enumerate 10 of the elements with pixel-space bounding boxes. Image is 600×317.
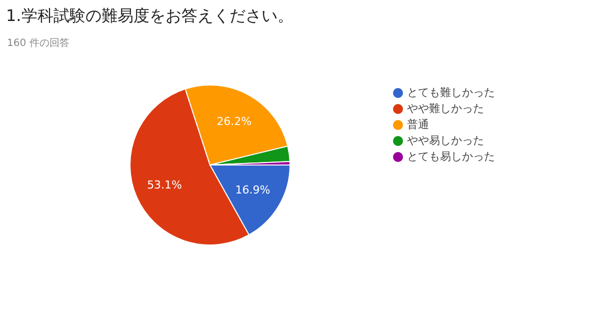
legend-label: とても難しかった (407, 86, 495, 99)
data-label: 53.1% (147, 178, 182, 192)
chart-title: 1.学科試験の難易度をお答えください。 (6, 6, 294, 27)
data-label: 26.2% (216, 115, 252, 128)
legend-label: やや難しかった (407, 102, 484, 115)
text: 160 件の回答 (7, 37, 70, 50)
legend-label: 普通 (407, 118, 429, 131)
legend-label: とても易しかった (407, 150, 495, 163)
legend-label: やや易しかった (407, 134, 484, 147)
data-label: 16.9% (235, 184, 270, 197)
